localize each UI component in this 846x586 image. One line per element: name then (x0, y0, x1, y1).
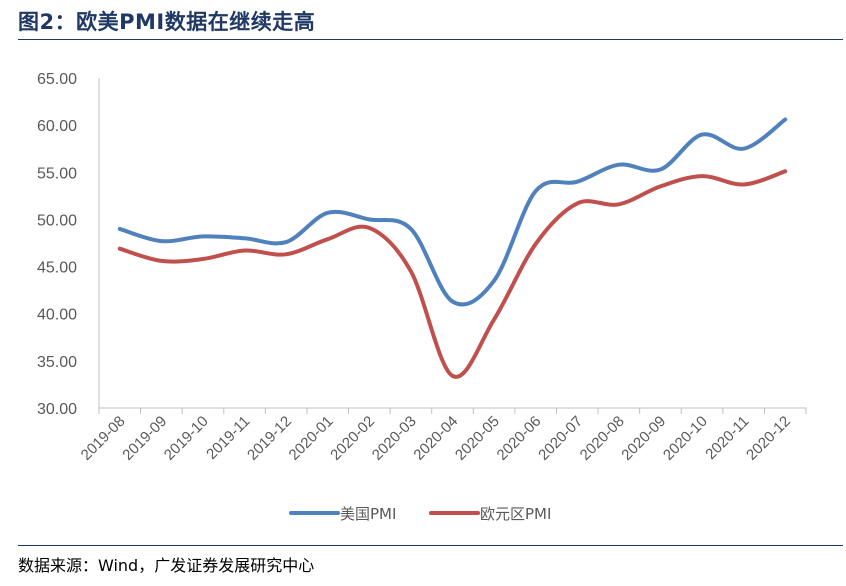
x-tick-label: 2019-11 (203, 413, 253, 463)
x-tick-label: 2020-11 (702, 413, 752, 463)
y-axis-ticks: 65.00 60.00 55.00 50.00 45.00 40.00 35.00 30.00 (37, 71, 77, 418)
legend-label-1: 欧元区PMI (480, 505, 551, 523)
y-tick-label: 30.00 (37, 401, 77, 418)
y-tick-label: 65.00 (37, 71, 77, 88)
source-note: 数据来源：Wind，广发证券发展研究中心 (18, 556, 315, 575)
legend-label-0: 美国PMI (340, 505, 396, 523)
y-tick-label: 35.00 (37, 354, 77, 371)
x-tick-label: 2020-08 (577, 413, 628, 464)
series-line-1 (117, 169, 788, 379)
x-tick-label: 2020-09 (618, 413, 669, 464)
x-tick-label: 2019-12 (244, 413, 295, 464)
y-tick-label: 40.00 (37, 307, 77, 324)
legend: 美国PMI 欧元区PMI (289, 505, 551, 523)
x-axis-ticks: 2019-082019-092019-102019-112019-122020-… (78, 413, 794, 464)
title-divider (18, 39, 843, 40)
y-tick-label: 50.00 (37, 212, 77, 229)
x-tick-label: 2020-07 (535, 413, 586, 464)
x-tick-label: 2019-10 (161, 413, 212, 464)
y-tick-label: 60.00 (37, 118, 77, 135)
footer-divider (18, 545, 843, 546)
line-chart: 65.00 60.00 55.00 50.00 45.00 40.00 35.00 30.00… (37, 71, 807, 523)
x-tick-label: 2020-04 (410, 413, 461, 464)
series-line-0 (117, 117, 788, 307)
series-lines (117, 117, 788, 379)
x-tick-label: 2020-02 (327, 413, 378, 464)
x-tick-label: 2020-06 (494, 413, 545, 464)
x-tick-label: 2020-03 (369, 413, 420, 464)
x-tick-label: 2020-05 (452, 413, 503, 464)
x-tick-label: 2020-12 (743, 413, 794, 464)
y-tick-label: 55.00 (37, 165, 77, 182)
x-tick-label: 2019-09 (119, 413, 170, 464)
chart-axes (98, 78, 807, 414)
x-tick-label: 2019-08 (78, 413, 129, 464)
x-tick-label: 2020-10 (660, 413, 711, 464)
x-tick-label: 2020-01 (286, 413, 337, 464)
y-tick-label: 45.00 (37, 260, 77, 277)
chart-title: 图2：欧美PMI数据在继续走高 (18, 10, 316, 34)
